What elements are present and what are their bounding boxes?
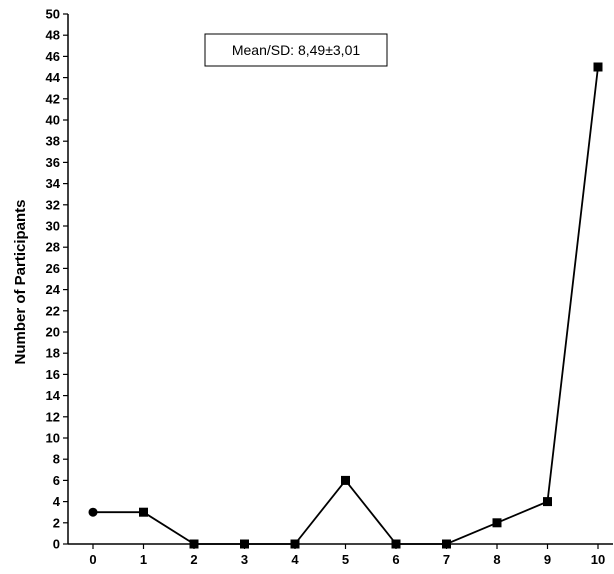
x-tick-label: 6 [392,552,399,567]
chart-markers [88,62,603,549]
x-tick-label: 10 [591,552,605,567]
x-tick-label: 3 [241,552,248,567]
annotation-text: Mean/SD: 8,49±3,01 [232,42,361,58]
y-tick-label: 4 [53,494,61,509]
y-tick-label: 50 [46,7,60,22]
y-tick-label: 8 [53,452,60,467]
x-tick-label: 9 [544,552,551,567]
x-tick-label: 7 [443,552,450,567]
y-tick-label: 26 [46,261,60,276]
y-tick-label: 24 [46,282,61,297]
y-tick-label: 30 [46,219,60,234]
x-axis-ticks: 0 1 2 3 4 5 6 7 8 9 10 [89,544,605,567]
data-point-square [189,539,199,549]
y-tick-label: 38 [46,134,60,149]
y-tick-label: 32 [46,197,60,212]
y-tick-label: 46 [46,49,60,64]
data-point-square [442,539,451,549]
data-point-square [391,539,401,549]
y-tick-label: 6 [53,473,60,488]
chart-series [93,66,599,545]
y-tick-label: 28 [46,240,60,255]
data-point-square [593,62,603,72]
y-tick-label: 2 [53,515,60,530]
x-tick-label: 2 [190,552,197,567]
y-tick-label: 16 [46,367,60,382]
y-tick-label: 48 [46,28,60,43]
data-point-square [341,475,350,485]
y-tick-label: 20 [46,325,60,340]
data-point-square [240,539,249,549]
annotation-box: Mean/SD: 8,49±3,01 [204,33,388,67]
y-axis-ticks: 0246810121416182022242628303234363840424… [46,7,68,552]
data-point-square [139,507,148,517]
y-tick-label: 22 [46,303,60,318]
x-tick-label: 8 [493,552,500,567]
x-tick-label: 0 [89,552,96,567]
series-line [93,66,599,545]
y-tick-label: 14 [46,388,61,403]
annotation-border [204,33,388,67]
x-tick-label: 1 [140,552,147,567]
data-point-square [492,518,502,528]
y-tick-label: 42 [46,91,60,106]
y-tick-label: 18 [46,346,60,361]
y-tick-label: 44 [46,70,61,85]
data-point-circle [88,507,98,517]
x-tick-label: 4 [291,552,299,567]
y-axis-title: Number of Participants [12,199,29,364]
x-tick-label: 5 [342,552,349,567]
y-tick-label: 0 [53,537,60,552]
data-point-square [543,497,552,507]
data-point-square [290,539,300,549]
y-tick-label: 36 [46,155,60,170]
y-tick-label: 34 [46,176,61,191]
y-tick-label: 10 [46,431,60,446]
y-tick-label: 12 [46,409,60,424]
y-tick-label: 40 [46,113,60,128]
chart-axes [67,14,613,545]
